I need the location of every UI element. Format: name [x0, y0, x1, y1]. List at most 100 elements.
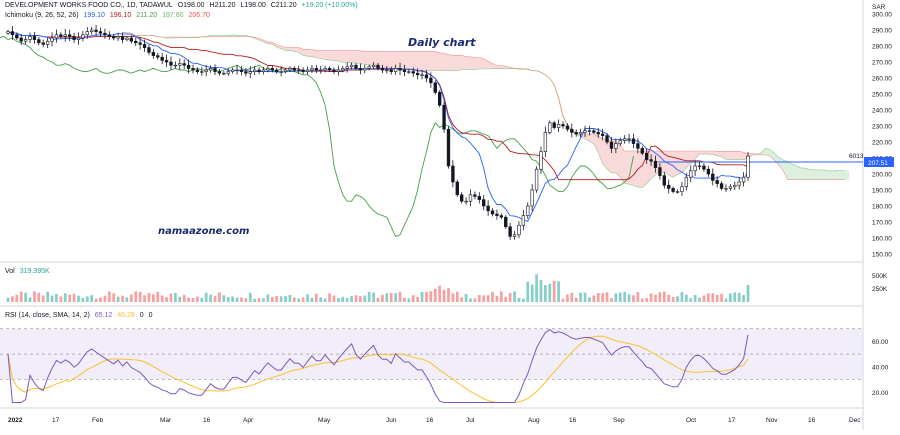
- time-tick-label: 16: [569, 417, 577, 424]
- cloud-segment: [360, 51, 364, 65]
- candle-body: [399, 68, 402, 70]
- volume-bar: [214, 296, 217, 302]
- candle-body: [544, 132, 547, 151]
- time-tick-label: Sep: [613, 417, 625, 424]
- chikou-line: [0, 30, 634, 236]
- candle-body: [183, 64, 186, 66]
- volume-bar: [399, 292, 402, 302]
- cloud-segment: [431, 52, 435, 71]
- candle-body: [297, 70, 300, 71]
- candle-body: [689, 171, 692, 177]
- candle-body: [553, 123, 556, 128]
- candle-body: [104, 33, 107, 35]
- candle-body: [275, 70, 278, 72]
- ichimoku-legend: Ichimoku (9, 26, 52, 26) 199.10 196.10 2…: [5, 12, 213, 19]
- volume-bar: [474, 299, 477, 302]
- candle-body: [302, 70, 305, 72]
- volume-bar: [271, 297, 274, 302]
- candle-body: [214, 68, 217, 71]
- high-value: H211.20: [210, 2, 236, 9]
- volume-bar: [570, 293, 573, 302]
- volume-bar: [126, 297, 129, 302]
- candle-body: [738, 182, 741, 185]
- volume-bar: [429, 291, 432, 302]
- volume-bar: [716, 295, 719, 302]
- candle-body: [619, 140, 622, 143]
- time-tick-label: Dec: [849, 417, 861, 424]
- candle-body: [487, 206, 490, 211]
- volume-bar: [108, 291, 111, 302]
- volume-bar: [59, 296, 62, 302]
- candle-body: [55, 35, 58, 38]
- volume-bar: [438, 286, 441, 302]
- volume-bar: [139, 292, 142, 302]
- volume-bar: [200, 298, 203, 302]
- volume-bar: [676, 296, 679, 302]
- volume-bar: [672, 297, 675, 302]
- volume-bar: [64, 293, 67, 302]
- cloud-segment: [347, 51, 351, 63]
- candle-body: [152, 52, 155, 55]
- volume-bar: [681, 292, 684, 302]
- cloud-segment: [400, 52, 404, 71]
- candle-body: [496, 214, 499, 216]
- chikou-value: 211.20: [136, 12, 157, 19]
- candle-body: [11, 32, 14, 35]
- candle-body: [584, 131, 587, 133]
- price-tick-label: 200.00: [872, 172, 892, 179]
- volume-bar: [645, 298, 648, 302]
- volume-bar: [240, 298, 243, 302]
- volume-bar: [7, 298, 10, 302]
- candle-body: [359, 68, 362, 70]
- symbol-header: DEVELOPMENT WORKS FOOD CO., 1D, TADAWUL …: [5, 2, 361, 9]
- candle-body: [606, 136, 609, 142]
- candle-body: [557, 124, 560, 127]
- cloud-segment: [841, 170, 845, 179]
- candle-body: [500, 216, 503, 218]
- volume-bar: [73, 294, 76, 302]
- volume-bar: [394, 293, 397, 302]
- candle-body: [108, 35, 111, 37]
- cloud-segment: [788, 162, 792, 180]
- candle-body: [227, 72, 230, 74]
- volume-bar: [161, 295, 164, 302]
- volume-bar: [231, 296, 234, 302]
- candle-body: [51, 38, 54, 41]
- cloud-segment: [448, 55, 452, 71]
- volume-bar: [29, 297, 32, 302]
- time-tick-label: 16: [203, 417, 211, 424]
- time-tick-label: Apr: [243, 417, 254, 424]
- candle-body: [469, 195, 472, 201]
- candle-body: [165, 60, 168, 62]
- volume-bar: [46, 292, 49, 302]
- candle-body: [139, 43, 142, 45]
- last-price-label: 207.51: [868, 160, 888, 167]
- volume-bar: [218, 292, 221, 302]
- volume-bar: [434, 289, 437, 302]
- candle-body: [659, 168, 662, 176]
- candle-body: [482, 200, 485, 206]
- candle-body: [271, 68, 274, 70]
- candle-body: [667, 185, 670, 188]
- volume-bars: [7, 274, 750, 302]
- candle-body: [407, 72, 410, 73]
- price-tick-label: 220.00: [872, 140, 892, 147]
- candle-body: [112, 36, 115, 38]
- candle-body: [570, 129, 573, 132]
- volume-bar: [134, 291, 137, 302]
- candle-body: [540, 152, 543, 170]
- volume-bar: [205, 293, 208, 302]
- cloud-segment: [801, 168, 805, 180]
- candle-body: [42, 43, 45, 45]
- volume-bar: [597, 293, 600, 302]
- volume-bar: [302, 297, 305, 302]
- rsi-tick-label: 60.00: [872, 339, 889, 346]
- candle-body: [425, 75, 428, 78]
- candle-body: [134, 41, 137, 43]
- cloud-segment: [471, 57, 475, 70]
- candle-body: [200, 72, 203, 73]
- candle-body: [504, 217, 507, 227]
- volume-bar: [15, 295, 18, 302]
- volume-bar: [465, 294, 468, 302]
